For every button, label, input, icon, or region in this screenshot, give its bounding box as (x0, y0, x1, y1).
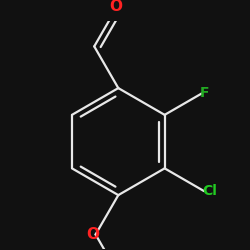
Text: O: O (86, 227, 100, 242)
Text: Cl: Cl (202, 184, 217, 198)
Text: F: F (200, 86, 209, 101)
Text: O: O (109, 0, 122, 14)
